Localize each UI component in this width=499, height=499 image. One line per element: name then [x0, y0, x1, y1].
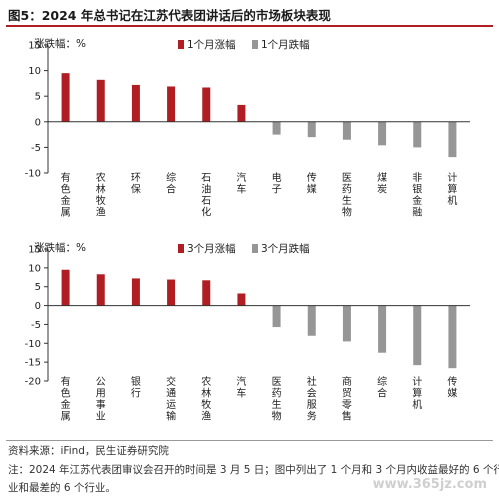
- x-tick-label: 银行: [131, 375, 141, 400]
- x-tick-label: 传媒: [447, 376, 457, 400]
- x-tick-label: 非银金融: [412, 172, 422, 219]
- legend-swatch-1: [252, 244, 258, 253]
- y-tick-label: 5: [35, 282, 41, 293]
- y-tick-label: 10: [28, 66, 41, 77]
- y-tick-label: 0: [35, 117, 41, 128]
- watermark: www.365jz.com: [372, 477, 487, 492]
- bar-1: [96, 79, 105, 122]
- chart-3-month: 涨跌幅：% 3个月涨幅 3个月跌幅 -20 -15 -10 -5 0 5 10 15 有色金属 公用事业…: [25, 241, 470, 423]
- legend-label-0: 3个月涨幅: [187, 242, 236, 255]
- figure-title: 图5：2024 年总书记在江苏代表团讲话后的市场板块表现: [8, 8, 331, 23]
- bar-5: [237, 293, 246, 306]
- bar-6: [272, 305, 281, 328]
- x-tick-label: 医药生物: [272, 376, 282, 423]
- x-tick-label: 汽车: [236, 375, 246, 400]
- x-tick-label: 医药生物: [342, 172, 352, 219]
- y-tick-label: -5: [31, 320, 41, 331]
- x-tick-label: 计算机: [447, 171, 457, 207]
- x-tick-label: 交通运输: [166, 375, 176, 423]
- legend-swatch-0: [178, 40, 184, 49]
- bar-9: [378, 121, 387, 146]
- x-tick-label: 公用事业: [96, 377, 106, 423]
- x-tick-label: 煤炭: [377, 171, 387, 196]
- bar-11: [448, 121, 457, 158]
- x-tick-label: 综合: [166, 171, 176, 196]
- x-tick-label: 环保: [131, 173, 141, 196]
- y-tick-label: 0: [35, 301, 41, 312]
- x-tick-label: 汽车: [236, 171, 246, 196]
- y-tick-label: -20: [25, 377, 41, 388]
- x-tick-label: 农林牧渔: [201, 375, 211, 423]
- legend-label-0: 1个月涨幅: [187, 38, 236, 51]
- y-tick-label: 15: [28, 41, 41, 52]
- chart-1-month: 涨跌幅：% 1个月涨幅 1个月跌幅 -10 -5 0 5 10 15 有色金属 农林牧渔 环保 综合石油…: [25, 37, 470, 219]
- bar-0: [61, 269, 70, 306]
- bar-10: [413, 121, 422, 148]
- footnote-line-2: 业和最差的 6 个行业。: [8, 482, 116, 494]
- y-tick-label: 15: [28, 245, 41, 256]
- y-tick-label: -5: [31, 143, 41, 154]
- bar-8: [342, 305, 351, 342]
- y-tick-label: -15: [25, 358, 41, 369]
- bar-3: [167, 279, 176, 306]
- y-axis-label: 涨跌幅：%: [34, 37, 86, 50]
- source-note: 资料来源：iFind，民生证券研究院: [8, 445, 169, 457]
- bar-4: [202, 280, 211, 306]
- y-tick-label: -10: [25, 339, 41, 350]
- y-tick-label: 10: [28, 263, 41, 274]
- x-tick-label: 社会服务: [307, 375, 317, 423]
- bar-5: [237, 104, 246, 122]
- x-tick-label: 计算机: [412, 375, 422, 411]
- bar-9: [378, 305, 387, 353]
- legend-swatch-1: [252, 40, 258, 49]
- x-tick-label: 传媒: [307, 172, 317, 196]
- bar-2: [131, 278, 140, 306]
- title-divider: [6, 25, 493, 27]
- x-tick-label: 石油石化: [201, 173, 211, 219]
- bar-4: [202, 87, 211, 122]
- legend-label-1: 1个月跌幅: [261, 38, 310, 51]
- bar-7: [307, 305, 316, 336]
- x-tick-label: 综合: [377, 375, 387, 400]
- bar-10: [413, 305, 422, 366]
- x-tick-label: 商贸零售: [342, 375, 352, 423]
- bar-6: [272, 121, 281, 135]
- bar-3: [167, 86, 176, 122]
- legend-label-1: 3个月跌幅: [261, 242, 310, 255]
- x-tick-label: 电子: [272, 171, 282, 196]
- bar-11: [448, 305, 457, 369]
- footer-divider: [6, 440, 493, 441]
- bar-8: [342, 121, 351, 140]
- x-tick-label: 有色金属: [61, 171, 71, 219]
- y-tick-label: 5: [35, 92, 41, 103]
- y-axis-label: 涨跌幅：%: [34, 241, 86, 254]
- bar-7: [307, 121, 316, 138]
- x-tick-label: 有色金属: [61, 375, 71, 423]
- bar-1: [96, 274, 105, 306]
- x-tick-label: 农林牧渔: [96, 171, 106, 219]
- legend-swatch-0: [178, 244, 184, 253]
- footnote-line-1: 注：2024 年江苏代表团审议会召开的时间是 3 月 5 日；图中列出了 1 个…: [8, 464, 499, 476]
- y-tick-label: -10: [25, 169, 41, 180]
- bar-2: [131, 84, 140, 122]
- bar-0: [61, 73, 70, 122]
